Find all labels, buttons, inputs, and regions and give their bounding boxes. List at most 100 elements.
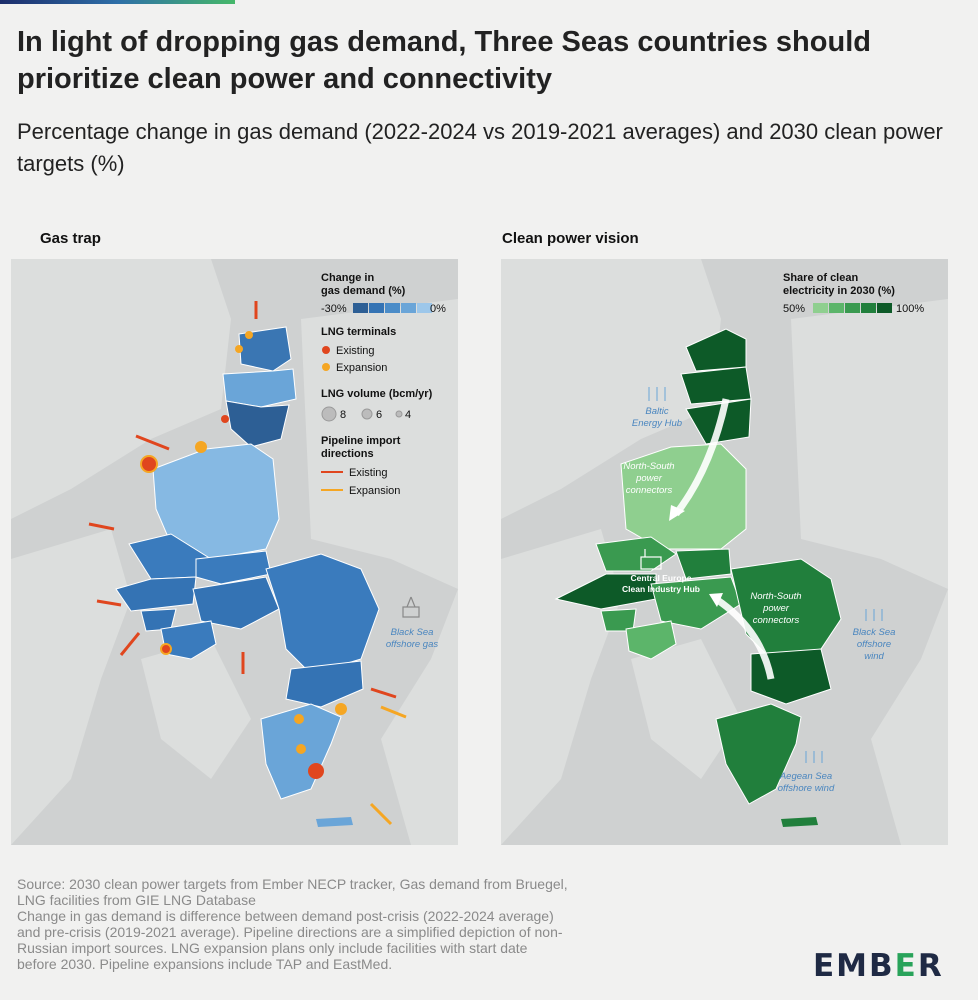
country-latvia	[222, 368, 297, 408]
black-sea-wind-label-2: offshore	[857, 639, 891, 650]
ns-connector-label-2b: power	[762, 603, 790, 614]
wind-turbine-icon	[805, 751, 823, 763]
country-poland	[152, 443, 280, 560]
lng-terminal	[294, 714, 304, 724]
share-legend-min: 50%	[783, 303, 805, 315]
ember-logo: EMBER	[813, 948, 944, 984]
legend-swatch	[877, 303, 892, 313]
background-land	[11, 259, 231, 519]
country-latvia	[680, 366, 752, 405]
volume-symbol-small	[395, 410, 403, 418]
country-bulgaria	[285, 660, 364, 708]
lng-terminal	[335, 703, 347, 715]
background-land	[791, 299, 948, 845]
volume-value-1: 8	[340, 409, 346, 421]
pipeline-arrow	[369, 802, 393, 826]
country-crete	[781, 817, 818, 827]
source-note: Source: 2030 clean power targets from Em…	[17, 876, 777, 972]
change-legend-max: 0%	[430, 303, 446, 315]
country-slovakia	[195, 550, 272, 585]
black-sea-wind-label-3: wind	[864, 651, 884, 662]
legend-swatch	[417, 303, 432, 313]
volume-legend-title: LNG volume (bcm/yr)	[321, 388, 433, 400]
background-land	[301, 299, 458, 845]
background-land	[11, 529, 131, 845]
source-line: Russian import sources. LNG expansion pl…	[17, 940, 528, 956]
country-czechia	[595, 536, 677, 572]
share-legend-title-1: Share of clean	[783, 272, 858, 284]
country-poland	[620, 443, 747, 550]
factory-icon	[640, 549, 662, 570]
legend-swatch	[813, 303, 828, 313]
legend-swatch	[861, 303, 876, 313]
country-hungary	[650, 576, 742, 630]
gas-trap-map: Black Sea offshore gas Change in gas dem…	[11, 259, 458, 845]
top-accent-bar	[0, 0, 235, 4]
share-legend-title-2: electricity in 2030 (%)	[783, 285, 895, 297]
pipeline-legend-title-1: Pipeline import	[321, 435, 401, 447]
aegean-wind-label-2: offshore wind	[778, 783, 835, 794]
country-hungary	[192, 576, 280, 630]
pipeline-arrow	[135, 434, 170, 451]
page-subtitle: Percentage change in gas demand (2022-20…	[17, 119, 943, 176]
pipeline-existing-label: Existing	[349, 467, 388, 479]
source-line: before 2030. Pipeline expansions include…	[17, 956, 393, 972]
lng-terminal	[296, 744, 306, 754]
lng-existing-symbol	[322, 346, 330, 354]
volume-value-3: 4	[405, 409, 411, 421]
country-slovakia	[675, 548, 732, 580]
country-greece	[715, 703, 802, 805]
hub-label-2: Clean Industry Hub	[622, 584, 700, 594]
ns-connector-label-1b: power	[635, 473, 663, 484]
lng-terminal	[221, 415, 229, 423]
background-land	[501, 259, 721, 519]
background-land	[631, 639, 741, 779]
change-legend-title-2: gas demand (%)	[321, 285, 406, 297]
ns-connector-label-1c: connectors	[626, 485, 673, 496]
black-sea-gas-label-2: offshore gas	[386, 639, 439, 650]
source-line: Source: 2030 clean power targets from Em…	[17, 876, 568, 892]
country-romania	[265, 553, 380, 675]
wind-turbine-icon	[648, 387, 666, 401]
oil-rig-icon	[402, 596, 420, 618]
country-bulgaria	[750, 648, 832, 705]
lng-legend-title: LNG terminals	[321, 326, 396, 338]
lng-terminal	[160, 643, 172, 655]
ns-connector-label-2c: connectors	[753, 615, 800, 626]
pipeline-arrow	[96, 599, 122, 607]
north-south-arrowhead-2	[709, 593, 723, 607]
background-land	[501, 529, 621, 845]
source-line: Change in gas demand is difference betwe…	[17, 908, 554, 924]
volume-value-2: 6	[376, 409, 382, 421]
lng-terminal	[140, 455, 158, 473]
background-land	[141, 639, 251, 779]
ns-connector-label-2a: North-South	[750, 591, 801, 602]
lng-terminal	[308, 763, 324, 779]
volume-symbol-medium	[361, 408, 373, 420]
legend-swatch	[401, 303, 416, 313]
pipeline-expansion-label: Expansion	[349, 485, 400, 497]
pipeline-arrow	[380, 705, 407, 719]
lng-expansion-label: Expansion	[336, 362, 387, 374]
north-south-arrowhead-1	[669, 505, 685, 521]
pipeline-arrow	[119, 632, 141, 656]
source-line: LNG facilities from GIE LNG Database	[17, 892, 256, 908]
legend-swatch	[369, 303, 384, 313]
page-title: In light of dropping gas demand, Three S…	[17, 26, 871, 95]
aegean-wind-label-1: Aegean Sea	[779, 771, 832, 782]
country-austria	[115, 576, 197, 612]
black-sea-gas-label-1: Black Sea	[391, 627, 434, 638]
change-legend-min: -30%	[321, 303, 347, 315]
pipeline-arrow	[88, 522, 115, 531]
clean-power-title: Clean power vision	[502, 230, 639, 247]
ns-connector-label-1a: North-South	[623, 461, 674, 472]
gas-trap-title: Gas trap	[40, 230, 101, 247]
north-south-arrow-2	[714, 596, 775, 680]
country-crete	[316, 817, 353, 827]
baltic-hub-label-2: Energy Hub	[632, 418, 682, 429]
country-estonia	[238, 326, 292, 372]
country-lithuania	[225, 400, 290, 448]
lng-expansion-symbol	[322, 363, 330, 371]
legend-swatch	[353, 303, 368, 313]
hub-label-1: Central Europe	[631, 573, 692, 583]
